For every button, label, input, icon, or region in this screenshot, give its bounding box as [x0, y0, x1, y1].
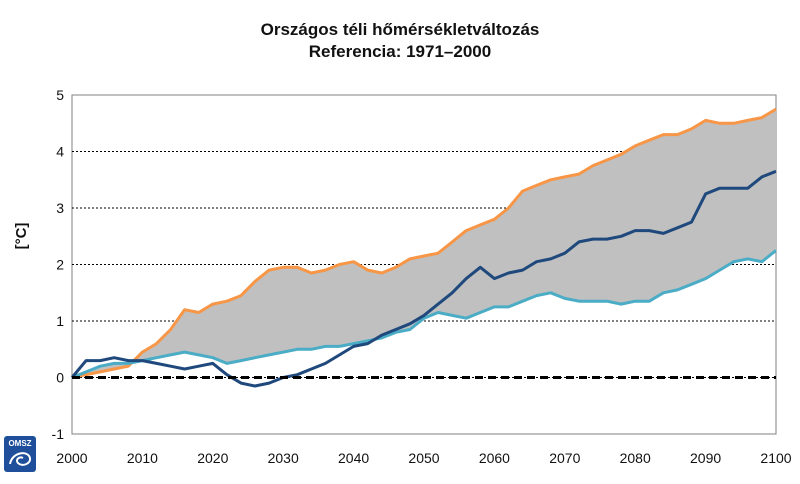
y-tick-1: 1	[56, 313, 64, 329]
x-tick-2060: 2060	[479, 450, 510, 466]
series-line-upper-bound	[71, 107, 777, 379]
x-tick-2050: 2050	[408, 450, 439, 466]
x-tick-2000: 2000	[56, 450, 87, 466]
x-tick-2090: 2090	[690, 450, 721, 466]
x-tick-labels: 2000 2010 2020 2030 2040 2050 2060 2070 2080 2090…	[56, 450, 791, 466]
y-tick-4: 4	[56, 144, 64, 160]
y-tick-3: 3	[56, 200, 64, 216]
chart-subtitle: Referencia: 1971–2000	[309, 42, 491, 61]
x-tick-2100: 2100	[760, 450, 791, 466]
y-tick--1: -1	[52, 426, 65, 442]
series-lines	[70, 107, 777, 388]
omsz-logo: OMSZ	[4, 436, 36, 472]
y-axis-label: [°C]	[13, 223, 30, 250]
y-tick-labels: -1 0 1 2 3 4 5	[52, 87, 65, 442]
x-tick-2020: 2020	[197, 450, 228, 466]
x-tick-2070: 2070	[549, 450, 580, 466]
x-tick-2010: 2010	[127, 450, 158, 466]
y-tick-0: 0	[56, 370, 64, 386]
x-tick-2040: 2040	[338, 450, 369, 466]
range-band	[72, 109, 776, 378]
chart-title: Országos téli hőmérsékletváltozás	[261, 20, 540, 39]
omsz-logo-text: OMSZ	[8, 439, 31, 448]
x-tick-2030: 2030	[268, 450, 299, 466]
omsz-logo-swirl-icon	[9, 452, 32, 466]
x-tick-2080: 2080	[620, 450, 651, 466]
y-tick-5: 5	[56, 87, 64, 103]
series-line-lower-bound	[71, 249, 777, 379]
series-line-median	[70, 169, 777, 388]
y-tick-2: 2	[56, 257, 64, 273]
